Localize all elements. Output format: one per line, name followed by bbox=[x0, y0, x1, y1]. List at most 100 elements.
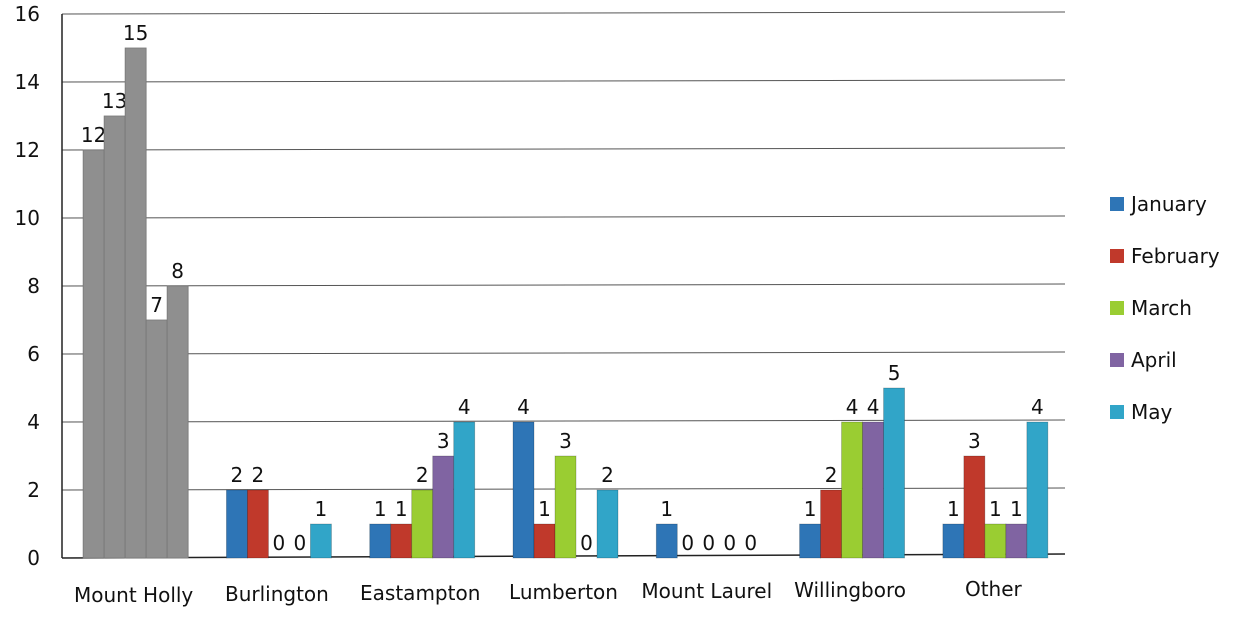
data-label: 4 bbox=[1031, 395, 1044, 419]
data-label: 1 bbox=[315, 497, 328, 521]
gridline bbox=[61, 147, 1066, 151]
bar bbox=[145, 319, 168, 559]
bar bbox=[554, 455, 577, 559]
y-tick-label: 12 bbox=[15, 138, 40, 162]
gridline bbox=[61, 351, 1066, 355]
data-label: 0 bbox=[702, 531, 715, 555]
bar bbox=[820, 489, 842, 559]
data-label: 4 bbox=[517, 395, 530, 419]
data-label: 2 bbox=[601, 463, 614, 487]
gridline bbox=[61, 11, 1066, 15]
data-label: 13 bbox=[102, 89, 127, 113]
bar bbox=[655, 523, 678, 559]
bar bbox=[453, 421, 476, 559]
legend-swatch bbox=[1110, 249, 1124, 263]
data-label: 15 bbox=[123, 21, 148, 45]
data-label: 4 bbox=[458, 395, 471, 419]
data-label: 4 bbox=[846, 395, 859, 419]
bar bbox=[963, 455, 986, 559]
legend: January February March April May bbox=[1110, 178, 1220, 438]
data-label: 1 bbox=[660, 497, 673, 521]
legend-item: April bbox=[1110, 334, 1220, 386]
bar bbox=[1005, 523, 1028, 559]
x-tick-label: Mount Holly bbox=[74, 583, 193, 607]
data-label: 1 bbox=[989, 497, 1002, 521]
gridline bbox=[61, 283, 1066, 287]
bar bbox=[226, 489, 248, 559]
bar bbox=[166, 285, 189, 559]
legend-swatch bbox=[1110, 301, 1124, 315]
legend-label: February bbox=[1131, 244, 1220, 268]
gridline bbox=[61, 419, 1066, 423]
bar bbox=[512, 421, 535, 559]
data-label: 1 bbox=[947, 497, 960, 521]
data-label: 3 bbox=[559, 429, 572, 453]
data-label: 0 bbox=[681, 531, 694, 555]
y-tick-label: 14 bbox=[15, 70, 40, 94]
data-label: 0 bbox=[580, 531, 593, 555]
bar bbox=[432, 455, 455, 559]
bar bbox=[862, 421, 884, 559]
data-label: 1 bbox=[374, 497, 387, 521]
y-tick-label: 10 bbox=[15, 206, 40, 230]
bar bbox=[411, 489, 434, 559]
x-tick-label: Eastampton bbox=[360, 581, 480, 605]
data-label: 0 bbox=[744, 531, 757, 555]
bar bbox=[841, 421, 863, 559]
data-label: 0 bbox=[273, 531, 286, 555]
bar bbox=[596, 489, 619, 559]
legend-label: May bbox=[1131, 400, 1173, 424]
y-tick-label: 6 bbox=[27, 342, 40, 366]
bar bbox=[984, 523, 1007, 559]
data-label: 2 bbox=[416, 463, 429, 487]
x-tick-label: Willingboro bbox=[794, 578, 906, 602]
legend-label: March bbox=[1131, 296, 1192, 320]
y-tick-label: 16 bbox=[15, 2, 40, 26]
bar bbox=[883, 387, 905, 559]
y-tick-label: 4 bbox=[27, 410, 40, 434]
x-tick-label: Other bbox=[965, 577, 1023, 601]
y-tick-label: 0 bbox=[27, 546, 40, 570]
x-tick-label: Lumberton bbox=[509, 580, 618, 604]
data-label: 2 bbox=[252, 463, 265, 487]
bar bbox=[247, 489, 269, 559]
data-label: 1 bbox=[804, 497, 817, 521]
legend-item: May bbox=[1110, 386, 1220, 438]
data-label: 2 bbox=[825, 463, 838, 487]
data-label: 12 bbox=[81, 123, 106, 147]
data-label: 7 bbox=[150, 293, 163, 317]
x-tick-label: Burlington bbox=[225, 582, 329, 606]
bar bbox=[799, 523, 821, 559]
data-label: 4 bbox=[867, 395, 880, 419]
gridline bbox=[61, 215, 1066, 219]
bar bbox=[369, 523, 392, 559]
gridline bbox=[61, 79, 1066, 83]
bar bbox=[1026, 421, 1049, 559]
legend-swatch bbox=[1110, 197, 1124, 211]
y-tick-label: 2 bbox=[27, 478, 40, 502]
bar bbox=[103, 115, 126, 559]
legend-swatch bbox=[1110, 353, 1124, 367]
legend-swatch bbox=[1110, 405, 1124, 419]
legend-label: April bbox=[1131, 348, 1177, 372]
x-tick-label: Mount Laurel bbox=[641, 579, 772, 603]
data-label: 8 bbox=[171, 259, 184, 283]
bar bbox=[310, 523, 332, 559]
bar bbox=[124, 47, 147, 559]
legend-item: January bbox=[1110, 178, 1220, 230]
data-label: 1 bbox=[538, 497, 551, 521]
data-label: 2 bbox=[231, 463, 244, 487]
data-label: 3 bbox=[968, 429, 981, 453]
data-label: 0 bbox=[723, 531, 736, 555]
y-tick-label: 8 bbox=[27, 274, 40, 298]
legend-label: January bbox=[1131, 192, 1207, 216]
legend-item: March bbox=[1110, 282, 1220, 334]
bar bbox=[942, 523, 965, 559]
data-label: 3 bbox=[437, 429, 450, 453]
data-label: 1 bbox=[395, 497, 408, 521]
data-label: 5 bbox=[888, 361, 901, 385]
bar bbox=[533, 523, 556, 559]
bar bbox=[82, 149, 105, 559]
